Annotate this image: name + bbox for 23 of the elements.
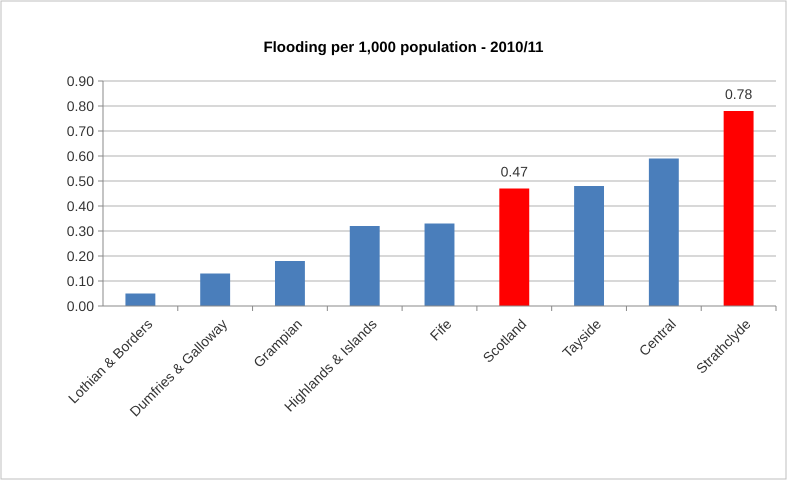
y-tick-label: 0.20 xyxy=(66,248,94,264)
y-tick-label: 0.70 xyxy=(66,122,94,139)
bar xyxy=(574,186,604,306)
bar xyxy=(648,158,679,306)
data-label: 0.78 xyxy=(724,86,752,102)
bar xyxy=(499,188,530,306)
bar xyxy=(274,261,305,306)
y-tick-label: 0.60 xyxy=(66,148,94,164)
x-tick-label: Fife xyxy=(426,316,455,344)
chart-title: Flooding per 1,000 population - 2010/11 xyxy=(263,39,544,56)
bar xyxy=(724,111,754,306)
bar xyxy=(200,274,230,306)
y-tick-label: 0.50 xyxy=(66,172,94,189)
data-label: 0.47 xyxy=(500,164,528,180)
bar xyxy=(350,226,380,306)
y-tick-label: 0.40 xyxy=(66,198,94,214)
y-tick-label: 0.10 xyxy=(66,272,94,289)
y-tick-label: 0.30 xyxy=(66,222,94,239)
y-tick-label: 0.00 xyxy=(66,298,94,314)
y-tick-label: 0.80 xyxy=(66,98,94,114)
bar xyxy=(125,294,156,306)
y-tick-label: 0.90 xyxy=(66,72,94,89)
bar xyxy=(424,224,454,306)
